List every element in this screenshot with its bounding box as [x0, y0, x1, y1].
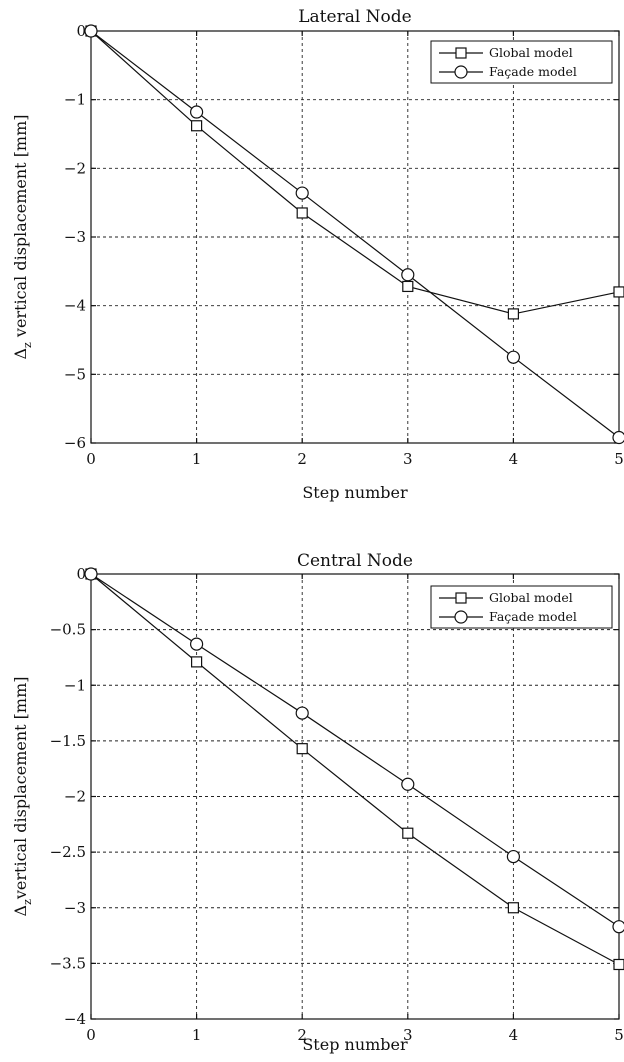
- data-point-circle: [401, 777, 415, 791]
- series-global-model: [85, 568, 624, 971]
- data-point-square: [507, 902, 519, 914]
- series-line: [90, 30, 620, 315]
- chart-title: Lateral Node: [298, 7, 411, 27]
- y-axis-label-symbol: Δ: [11, 905, 30, 917]
- data-point-square: [402, 280, 414, 293]
- y-tick-label: 0: [76, 565, 86, 583]
- y-tick-label: −2.5: [50, 843, 86, 861]
- data-point-circle: [190, 637, 204, 651]
- x-tick-label: 0: [86, 450, 96, 468]
- y-tick-label: −1: [64, 91, 86, 109]
- chart-lateral-node: 0 1 2 3 4 5 0 −1 −2 −3 −4 −5 −6 Lateral Node Step numb…: [11, 7, 624, 502]
- series-facade-model: [84, 567, 624, 934]
- y-axis-label-text: vertical displacement [mm]: [11, 677, 30, 901]
- legend: Global model Façade model: [430, 585, 613, 629]
- data-point-circle: [612, 920, 624, 934]
- y-axis-label: Δzvertical displacement [mm]: [11, 677, 34, 917]
- chart-title: Central Node: [297, 551, 413, 571]
- data-point-circle: [295, 706, 309, 720]
- data-point-circle: [84, 567, 98, 581]
- legend: Global model Façade model: [430, 40, 613, 84]
- data-point-square: [296, 207, 308, 219]
- y-tick-label: −2: [64, 159, 86, 177]
- data-point-circle: [612, 430, 624, 445]
- y-tick-label: −6: [64, 434, 86, 452]
- y-tick-label: −5: [64, 365, 86, 383]
- legend-marker-square: [455, 47, 467, 59]
- y-tick-label: −1: [64, 676, 86, 694]
- legend-label: Façade model: [489, 64, 577, 79]
- data-point-square: [402, 827, 414, 839]
- y-tick-label: −0.5: [50, 621, 86, 639]
- y-axis-label-subscript: z: [21, 899, 34, 905]
- x-tick-label: 4: [509, 1026, 519, 1044]
- y-axis-label-text: vertical displacement [mm]: [11, 114, 30, 342]
- y-tick-label: −4: [64, 1010, 86, 1028]
- x-tick-label: 3: [403, 450, 413, 468]
- data-point-circle: [506, 849, 521, 864]
- data-point-square: [613, 958, 624, 971]
- x-tick-label: 1: [192, 1026, 202, 1044]
- x-tick-label: 5: [614, 450, 624, 468]
- data-point-square: [613, 286, 624, 298]
- x-axis-label: Step number: [302, 1035, 408, 1054]
- x-axis-label: Step number: [302, 483, 408, 502]
- legend-label: Global model: [489, 590, 573, 605]
- y-axis-label: Δz vertical displacement [mm]: [11, 114, 34, 359]
- x-tick-label: 3: [403, 1026, 413, 1044]
- data-point-circle: [190, 105, 204, 119]
- y-tick-label: −3.5: [50, 954, 86, 972]
- y-axis-label-subscript: z: [21, 342, 34, 348]
- series-line: [90, 30, 620, 438]
- legend-marker-circle: [454, 610, 468, 624]
- data-point-square: [191, 656, 203, 668]
- x-tick-label: 0: [86, 1026, 96, 1044]
- y-tick-label: −2: [64, 788, 86, 806]
- legend-label: Façade model: [489, 609, 577, 624]
- series-line: [90, 573, 620, 966]
- data-point-circle: [401, 268, 415, 282]
- y-tick-label: −3: [64, 899, 86, 917]
- legend-label: Global model: [489, 45, 573, 60]
- data-point-square: [507, 308, 519, 320]
- legend-marker-circle: [454, 65, 468, 79]
- series-line: [90, 573, 620, 928]
- legend-marker-square: [455, 592, 467, 604]
- chart-central-node: 0 1 2 3 4 5 0 −0.5 −1 −1.5 −2 −2.5 −3 −3.5 −4 Central N…: [11, 551, 624, 1054]
- y-tick-label: 0: [76, 22, 86, 40]
- x-tick-label: 4: [509, 450, 519, 468]
- data-point-circle: [295, 186, 309, 200]
- x-tick-label: 5: [614, 1026, 624, 1044]
- x-tick-label: 2: [297, 450, 307, 468]
- y-tick-label: −3: [64, 228, 86, 246]
- data-point-circle: [506, 350, 521, 364]
- y-tick-label: −4: [64, 297, 86, 315]
- data-point-circle: [84, 24, 98, 38]
- x-tick-label: 1: [192, 450, 202, 468]
- y-axis-label-symbol: Δ: [11, 348, 30, 360]
- data-point-square: [191, 120, 203, 132]
- x-tick-label: 2: [297, 1026, 307, 1044]
- data-point-square: [296, 743, 308, 755]
- y-tick-label: −1.5: [50, 732, 86, 750]
- series-facade-model: [84, 24, 624, 445]
